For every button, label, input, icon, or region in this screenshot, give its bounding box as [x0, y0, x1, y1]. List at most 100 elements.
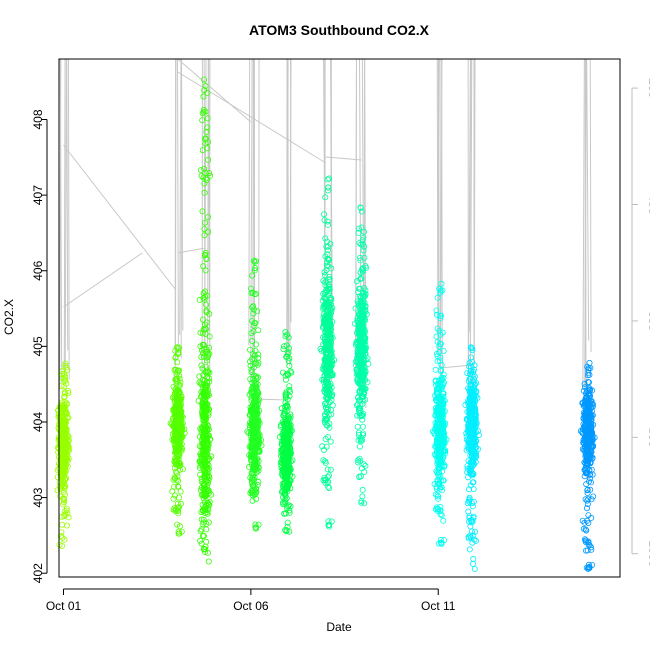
data-point [582, 390, 589, 397]
data-point [201, 165, 208, 172]
data-point [354, 412, 361, 419]
data-point [324, 466, 331, 473]
pressure-line [59, 58, 62, 390]
data-point [249, 486, 256, 493]
data-point [473, 379, 480, 386]
data-point [321, 269, 328, 276]
data-point [471, 536, 478, 543]
data-point [436, 327, 443, 334]
data-point [177, 500, 184, 507]
pressure-line [207, 58, 209, 368]
data-point [326, 485, 333, 492]
data-point [582, 443, 589, 450]
data-point [472, 421, 479, 428]
data-point [437, 287, 444, 294]
data-point [253, 391, 260, 398]
data-point [202, 169, 209, 176]
data-point [469, 470, 476, 477]
data-point [465, 385, 472, 392]
data-point [202, 249, 209, 256]
data-point [201, 392, 208, 399]
data-point [438, 386, 445, 393]
data-point [360, 247, 367, 254]
data-point [203, 128, 210, 135]
data-point [62, 390, 69, 397]
data-point [60, 499, 67, 506]
data-point [359, 423, 366, 430]
data-point [281, 343, 288, 350]
data-point [588, 466, 595, 473]
data-point [361, 254, 368, 261]
data-point [251, 258, 258, 265]
data-point [200, 516, 207, 523]
data-point [583, 469, 590, 476]
data-point [327, 438, 334, 445]
data-point [175, 458, 182, 465]
data-point [585, 447, 592, 454]
data-point [323, 400, 330, 407]
data-point [358, 208, 365, 215]
data-point [201, 480, 208, 487]
data-point [355, 343, 362, 350]
data-point [279, 447, 286, 454]
data-point [283, 470, 290, 477]
data-point [327, 466, 334, 473]
data-point [203, 301, 210, 308]
data-point [283, 472, 290, 479]
data-point [323, 277, 330, 284]
axes: 402 403 404 405 406 407 408 Oct 01 Oct 06 Oct 11 2… [31, 78, 650, 613]
pressure-line [354, 58, 357, 368]
data-point [359, 432, 366, 439]
data-point [432, 377, 439, 384]
data-point [438, 484, 445, 491]
y-axis-label: CO2.X [2, 299, 16, 335]
data-point [287, 437, 294, 444]
data-point [465, 397, 472, 404]
data-point [585, 512, 592, 519]
data-point [252, 404, 259, 411]
data-point [323, 326, 330, 333]
data-point [62, 450, 69, 457]
data-point [356, 239, 363, 246]
data-point [252, 385, 259, 392]
data-point [359, 302, 366, 309]
data-point [358, 241, 365, 248]
data-point [468, 414, 475, 421]
data-point [437, 536, 444, 543]
data-point [468, 519, 475, 526]
data-point [176, 382, 183, 389]
data-point [254, 354, 261, 361]
data-point [436, 423, 443, 430]
pressure-line [176, 58, 179, 353]
data-point [587, 420, 594, 427]
data-point [466, 513, 473, 520]
data-point [173, 427, 180, 434]
data-point [358, 368, 365, 375]
data-point [250, 303, 257, 310]
data-point [587, 449, 594, 456]
data-point [465, 378, 472, 385]
data-point [198, 460, 205, 467]
data-point [326, 273, 333, 280]
data-point [589, 443, 596, 450]
transit-line [177, 71, 327, 164]
data-point [249, 337, 256, 344]
data-point [284, 437, 291, 444]
pressure-line [469, 58, 473, 399]
data-point [361, 293, 368, 300]
data-point [59, 521, 66, 528]
data-point [172, 366, 179, 373]
y-tick-label: 402 [31, 563, 45, 583]
data-point [358, 498, 365, 505]
data-point [202, 251, 209, 258]
data-point [58, 529, 65, 536]
data-point [287, 368, 294, 375]
data-point [61, 536, 68, 543]
data-point [281, 407, 288, 414]
data-point [438, 280, 445, 287]
data-point [469, 347, 476, 354]
data-point [255, 458, 262, 465]
data-point [287, 414, 294, 421]
data-point [249, 272, 256, 279]
